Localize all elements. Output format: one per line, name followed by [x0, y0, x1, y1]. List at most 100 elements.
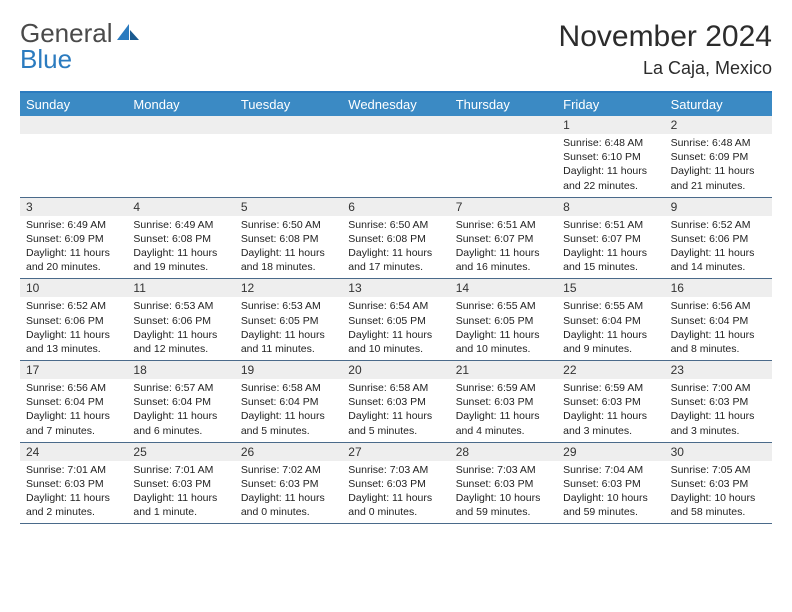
day-number: 1: [557, 116, 664, 134]
sunrise-line: Sunrise: 6:58 AM: [241, 381, 336, 395]
sunset-line: Sunset: 6:09 PM: [26, 232, 121, 246]
daylight-line: Daylight: 11 hours and 1 minute.: [133, 491, 228, 519]
day-number: 2: [665, 116, 772, 134]
sunset-line: Sunset: 6:08 PM: [133, 232, 228, 246]
day-number-row: 3456789: [20, 198, 772, 216]
day-cell: Sunrise: 6:53 AMSunset: 6:06 PMDaylight:…: [127, 297, 234, 360]
sunset-line: Sunset: 6:03 PM: [348, 477, 443, 491]
daylight-line: Daylight: 11 hours and 16 minutes.: [456, 246, 551, 274]
day-number-row: 10111213141516: [20, 279, 772, 297]
day-cell: Sunrise: 6:53 AMSunset: 6:05 PMDaylight:…: [235, 297, 342, 360]
sunrise-line: Sunrise: 6:52 AM: [26, 299, 121, 313]
day-number: [450, 116, 557, 134]
sunrise-line: Sunrise: 7:01 AM: [26, 463, 121, 477]
day-cell: Sunrise: 6:58 AMSunset: 6:04 PMDaylight:…: [235, 379, 342, 442]
daylight-line: Daylight: 10 hours and 59 minutes.: [563, 491, 658, 519]
sunrise-line: Sunrise: 6:55 AM: [563, 299, 658, 313]
sunrise-line: Sunrise: 6:50 AM: [348, 218, 443, 232]
sunrise-line: Sunrise: 6:51 AM: [456, 218, 551, 232]
sunset-line: Sunset: 6:08 PM: [241, 232, 336, 246]
day-number: 25: [127, 443, 234, 461]
sunset-line: Sunset: 6:03 PM: [671, 395, 766, 409]
day-number: [127, 116, 234, 134]
sunrise-line: Sunrise: 7:03 AM: [456, 463, 551, 477]
sunset-line: Sunset: 6:06 PM: [26, 314, 121, 328]
sunset-line: Sunset: 6:07 PM: [456, 232, 551, 246]
sunrise-line: Sunrise: 7:05 AM: [671, 463, 766, 477]
sunset-line: Sunset: 6:06 PM: [133, 314, 228, 328]
daylight-line: Daylight: 11 hours and 3 minutes.: [563, 409, 658, 437]
day-number: 16: [665, 279, 772, 297]
sunset-line: Sunset: 6:03 PM: [241, 477, 336, 491]
day-cell: Sunrise: 7:02 AMSunset: 6:03 PMDaylight:…: [235, 461, 342, 524]
day-number-row: 12: [20, 116, 772, 134]
day-cell: Sunrise: 6:55 AMSunset: 6:04 PMDaylight:…: [557, 297, 664, 360]
daylight-line: Daylight: 11 hours and 13 minutes.: [26, 328, 121, 356]
day-cell: Sunrise: 6:50 AMSunset: 6:08 PMDaylight:…: [235, 216, 342, 279]
day-number: 9: [665, 198, 772, 216]
day-number: 13: [342, 279, 449, 297]
daylight-line: Daylight: 11 hours and 14 minutes.: [671, 246, 766, 274]
day-cell: Sunrise: 7:00 AMSunset: 6:03 PMDaylight:…: [665, 379, 772, 442]
day-number: [235, 116, 342, 134]
daylight-line: Daylight: 11 hours and 9 minutes.: [563, 328, 658, 356]
day-cell: Sunrise: 6:58 AMSunset: 6:03 PMDaylight:…: [342, 379, 449, 442]
day-number: 3: [20, 198, 127, 216]
sunset-line: Sunset: 6:04 PM: [133, 395, 228, 409]
empty-cell: [342, 134, 449, 197]
sunset-line: Sunset: 6:04 PM: [241, 395, 336, 409]
sunrise-line: Sunrise: 6:53 AM: [133, 299, 228, 313]
weekday-monday: Monday: [127, 93, 234, 116]
day-number: 26: [235, 443, 342, 461]
day-cell: Sunrise: 6:51 AMSunset: 6:07 PMDaylight:…: [450, 216, 557, 279]
sail-icon: [115, 20, 141, 40]
day-cell: Sunrise: 6:52 AMSunset: 6:06 PMDaylight:…: [665, 216, 772, 279]
daylight-line: Daylight: 11 hours and 15 minutes.: [563, 246, 658, 274]
day-number: 11: [127, 279, 234, 297]
day-number: 12: [235, 279, 342, 297]
daylight-line: Daylight: 11 hours and 7 minutes.: [26, 409, 121, 437]
daylight-line: Daylight: 11 hours and 10 minutes.: [348, 328, 443, 356]
sunrise-line: Sunrise: 6:50 AM: [241, 218, 336, 232]
daylight-line: Daylight: 11 hours and 3 minutes.: [671, 409, 766, 437]
day-number: [342, 116, 449, 134]
sunrise-line: Sunrise: 6:51 AM: [563, 218, 658, 232]
sunset-line: Sunset: 6:08 PM: [348, 232, 443, 246]
day-number: 6: [342, 198, 449, 216]
sunrise-line: Sunrise: 6:49 AM: [133, 218, 228, 232]
week-row: Sunrise: 6:49 AM Sunset: 6:09 PM Daylight:…: [20, 216, 772, 280]
day-cell: Sunrise: 6:52 AMSunset: 6:06 PMDaylight:…: [20, 297, 127, 360]
sunrise-line: Sunrise: 6:48 AM: [671, 136, 766, 150]
day-cell: Sunrise: 6:50 AMSunset: 6:08 PMDaylight:…: [342, 216, 449, 279]
sunrise-line: Sunrise: 6:52 AM: [671, 218, 766, 232]
calendar-body: 12 Sunrise: 6:48 AM Sunset: 6:10 PM Dayligh…: [20, 116, 772, 524]
day-cell: Sunrise: 6:59 AMSunset: 6:03 PMDaylight:…: [450, 379, 557, 442]
day-number: 18: [127, 361, 234, 379]
sunset-line: Sunset: 6:10 PM: [563, 150, 658, 164]
week-row: Sunrise: 6:52 AMSunset: 6:06 PMDaylight:…: [20, 297, 772, 361]
empty-cell: [450, 134, 557, 197]
daylight-line: Daylight: 11 hours and 17 minutes.: [348, 246, 443, 274]
day-cell: Sunrise: 7:03 AMSunset: 6:03 PMDaylight:…: [342, 461, 449, 524]
day-number: 14: [450, 279, 557, 297]
day-cell: Sunrise: 6:59 AMSunset: 6:03 PMDaylight:…: [557, 379, 664, 442]
sunset-line: Sunset: 6:03 PM: [26, 477, 121, 491]
day-number: 30: [665, 443, 772, 461]
daylight-line: Daylight: 11 hours and 19 minutes.: [133, 246, 228, 274]
sunset-line: Sunset: 6:05 PM: [348, 314, 443, 328]
sunset-line: Sunset: 6:05 PM: [241, 314, 336, 328]
daylight-line: Daylight: 11 hours and 8 minutes.: [671, 328, 766, 356]
sunrise-line: Sunrise: 6:58 AM: [348, 381, 443, 395]
weekday-saturday: Saturday: [665, 93, 772, 116]
sunset-line: Sunset: 6:03 PM: [133, 477, 228, 491]
sunrise-line: Sunrise: 6:59 AM: [563, 381, 658, 395]
day-number: 29: [557, 443, 664, 461]
sunrise-line: Sunrise: 7:00 AM: [671, 381, 766, 395]
location: La Caja, Mexico: [559, 58, 772, 79]
day-cell: Sunrise: 7:05 AMSunset: 6:03 PMDaylight:…: [665, 461, 772, 524]
weekday-wednesday: Wednesday: [342, 93, 449, 116]
daylight-line: Daylight: 10 hours and 58 minutes.: [671, 491, 766, 519]
daylight-line: Daylight: 11 hours and 12 minutes.: [133, 328, 228, 356]
day-number: 27: [342, 443, 449, 461]
sunrise-line: Sunrise: 6:57 AM: [133, 381, 228, 395]
